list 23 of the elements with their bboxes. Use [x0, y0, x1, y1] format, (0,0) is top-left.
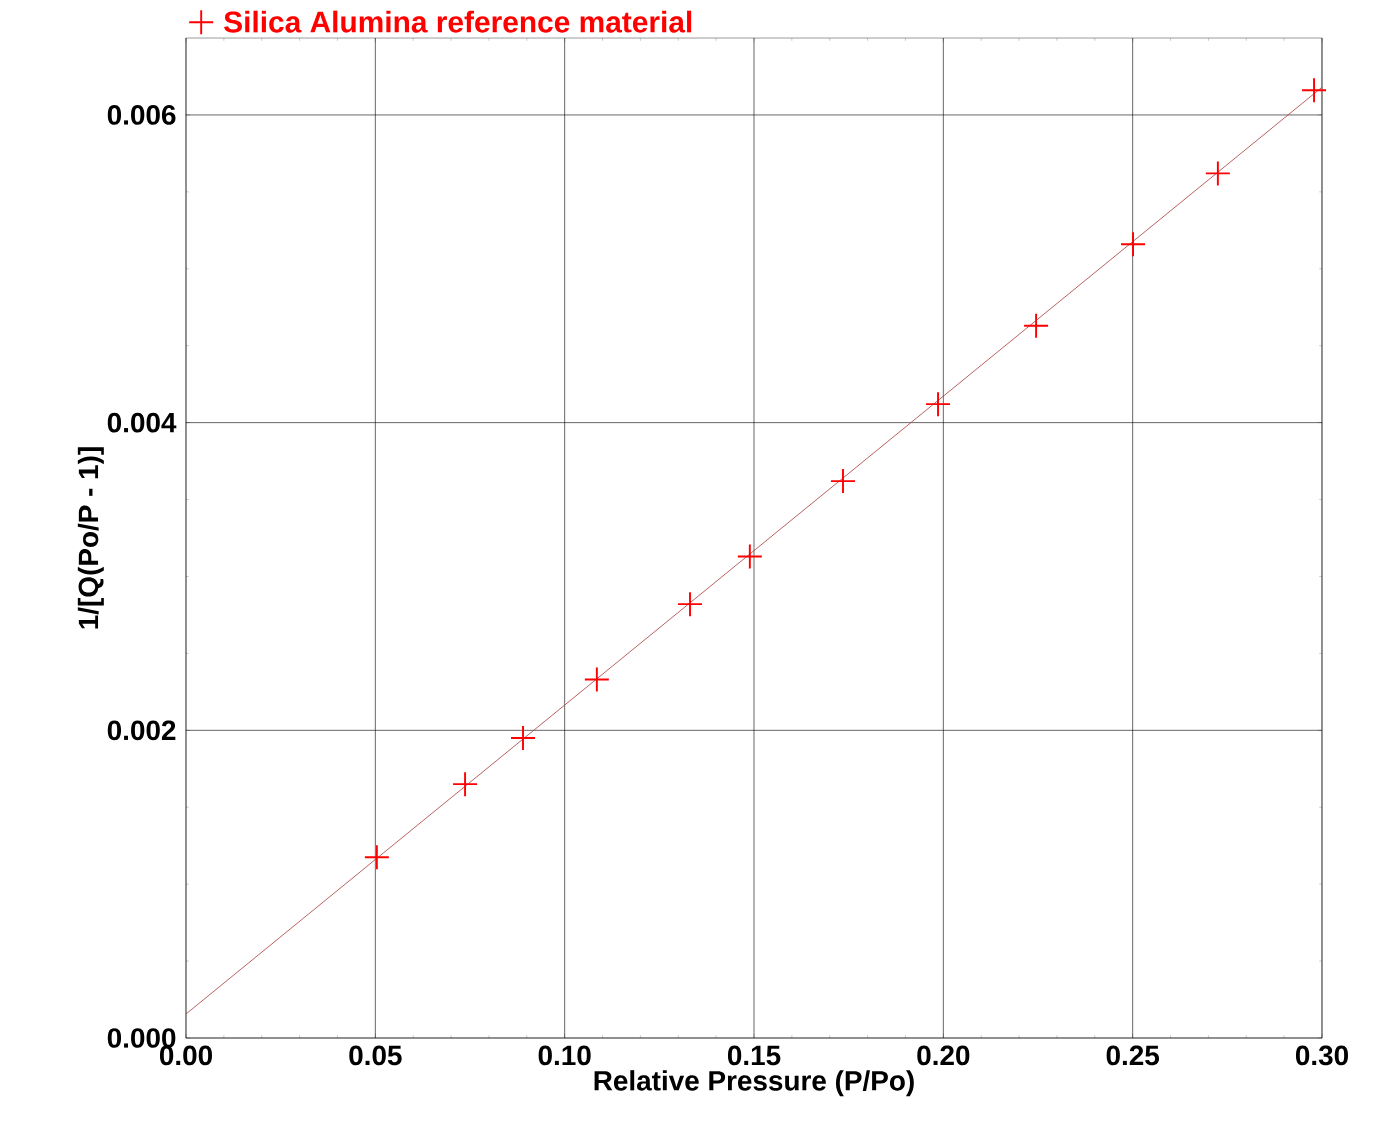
point — [1121, 232, 1146, 257]
point — [1205, 161, 1230, 186]
x-tick-label: 0.25 — [1106, 1045, 1160, 1066]
x-tick-label: 0.15 — [727, 1045, 781, 1066]
x-tick-label: 0.30 — [1295, 1045, 1348, 1066]
x-axis-title: Relative Pressure (P/Po) — [594, 1070, 914, 1097]
point — [830, 469, 855, 494]
point — [678, 592, 702, 617]
y-tick-label: 0.004 — [107, 412, 177, 433]
point — [1302, 78, 1327, 103]
text: Silica Alumina reference material — [224, 10, 692, 33]
point — [584, 667, 609, 692]
x-tick-label: 0.20 — [917, 1045, 970, 1066]
point — [1024, 313, 1049, 338]
x-tick-label: 0.05 — [349, 1045, 402, 1066]
x-tick-label: 0.10 — [538, 1045, 591, 1066]
point — [926, 392, 951, 417]
y-tick-label: 0.006 — [107, 105, 176, 125]
y-axis-title: 1/[Q(Po/P - 1)] — [77, 447, 104, 629]
point — [364, 845, 389, 870]
y-tick-label: 0.002 — [107, 720, 176, 741]
point — [511, 726, 536, 750]
point — [453, 772, 478, 797]
